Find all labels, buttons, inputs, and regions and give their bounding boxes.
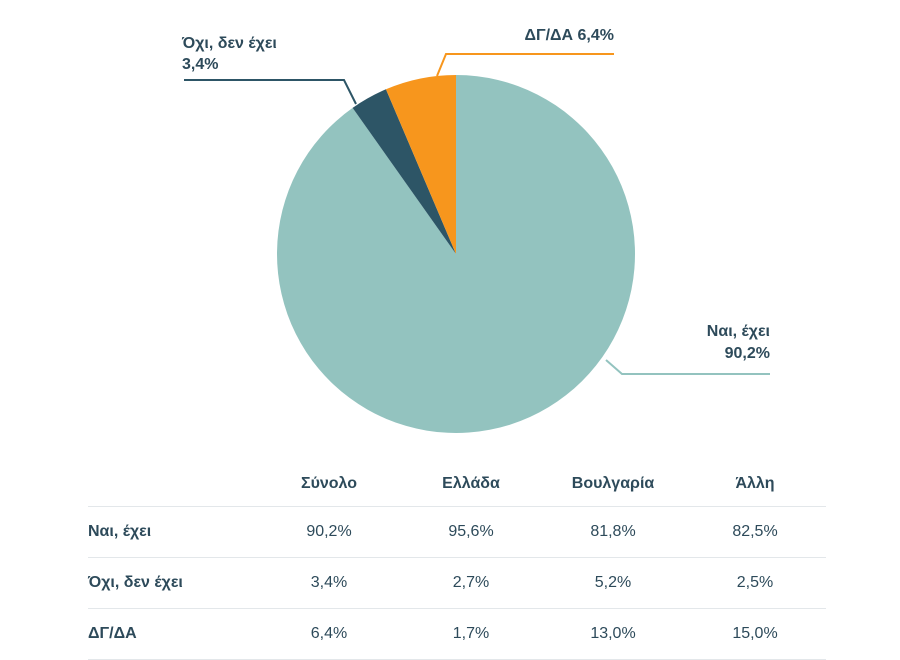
table-cell: 1,7% — [400, 608, 542, 660]
table-cell: 3,4% — [258, 557, 400, 609]
table-row: ΔΓ/ΔΑ 6,4% 1,7% 13,0% 15,0% — [88, 608, 826, 660]
pie-slice-dkna — [385, 75, 456, 254]
column-header-bulgaria: Βουλγαρία — [542, 462, 684, 507]
leader-line-no — [184, 79, 357, 105]
slice-label-yes: Ναι, έχει — [707, 323, 770, 340]
table-header-row: Σύνολο Ελλάδα Βουλγαρία Άλλη — [88, 462, 826, 507]
slice-label-dkna: ΔΓ/ΔΑ 6,4% — [524, 27, 614, 44]
slice-value-yes: 90,2% — [725, 345, 770, 362]
table-cell: 90,2% — [258, 506, 400, 558]
row-label-dkna: ΔΓ/ΔΑ — [88, 608, 258, 660]
table-row: Όχι, δεν έχει 3,4% 2,7% 5,2% 2,5% — [88, 557, 826, 609]
table-cell: 2,7% — [400, 557, 542, 609]
table-corner-cell — [88, 462, 258, 507]
table-cell: 2,5% — [684, 557, 826, 609]
table-cell: 81,8% — [542, 506, 684, 558]
row-label-yes: Ναι, έχει — [88, 506, 258, 558]
table-cell: 6,4% — [258, 608, 400, 660]
pie-slice-no — [352, 89, 456, 254]
table-cell: 13,0% — [542, 608, 684, 660]
leader-line-yes — [605, 359, 770, 375]
column-header-greece: Ελλάδα — [400, 462, 542, 507]
pie-chart-svg: Ναι, έχει 90,2% Όχι, δεν έχει 3,4% ΔΓ/ΔΑ 6,4… — [181, 27, 770, 433]
leader-line-dkna — [436, 53, 614, 77]
slice-value-no: 3,4% — [182, 56, 218, 73]
column-header-total: Σύνολο — [258, 462, 400, 507]
column-header-other: Άλλη — [684, 462, 826, 507]
results-table: Σύνολο Ελλάδα Βουλγαρία Άλλη Ναι, έχει 9… — [88, 462, 826, 660]
slice-label-no: Όχι, δεν έχει — [181, 35, 277, 52]
table-cell: 5,2% — [542, 557, 684, 609]
pie-chart: Ναι, έχει 90,2% Όχι, δεν έχει 3,4% ΔΓ/ΔΑ 6,4… — [181, 27, 770, 433]
table-cell: 82,5% — [684, 506, 826, 558]
table-cell: 95,6% — [400, 506, 542, 558]
table-cell: 15,0% — [684, 608, 826, 660]
table-row: Ναι, έχει 90,2% 95,6% 81,8% 82,5% — [88, 506, 826, 558]
row-label-no: Όχι, δεν έχει — [88, 557, 258, 609]
